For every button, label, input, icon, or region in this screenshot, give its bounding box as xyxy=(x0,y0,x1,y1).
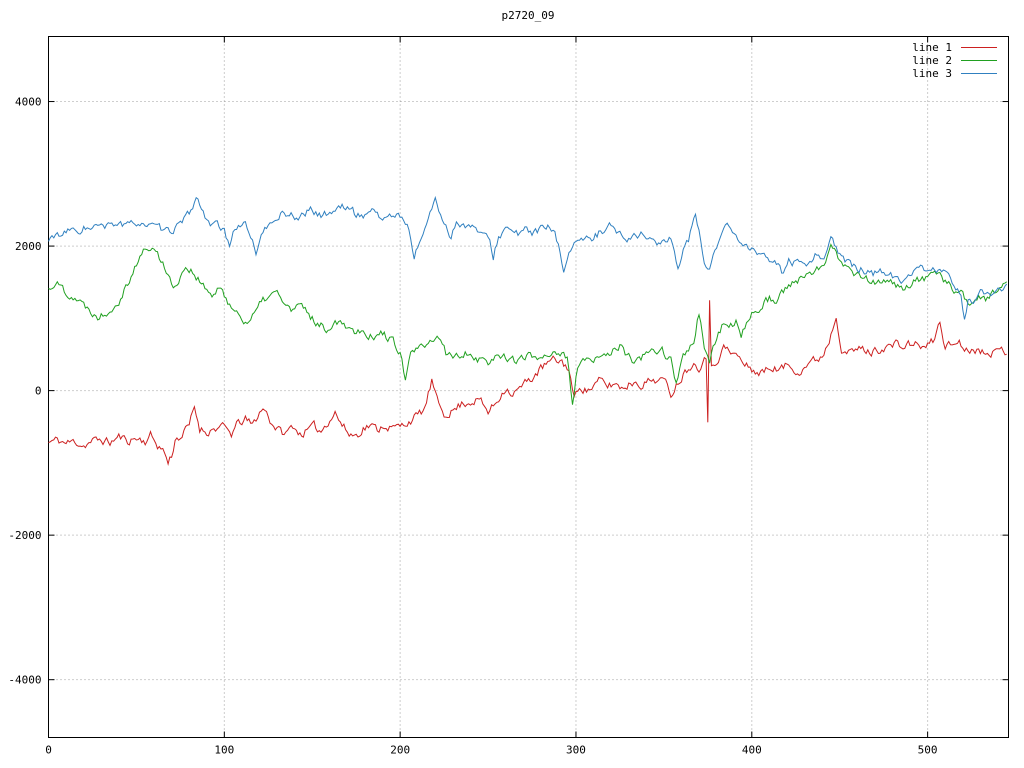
y-tick-label: 0 xyxy=(35,385,42,398)
y-tick-label: 4000 xyxy=(15,96,42,109)
chart-title: p2720_09 xyxy=(501,9,555,22)
legend-label: line 2 xyxy=(912,54,952,67)
legend-item: line 3 xyxy=(912,67,997,80)
x-tick-label: 300 xyxy=(566,744,586,757)
legend-line-sample-0 xyxy=(961,47,997,48)
series-line-2 xyxy=(48,243,1008,405)
y-tick-label: 2000 xyxy=(15,240,42,253)
legend-item: line 2 xyxy=(912,54,997,67)
x-tick-label: 500 xyxy=(918,744,938,757)
series-line-1 xyxy=(48,300,1007,466)
x-tick-label: 400 xyxy=(742,744,762,757)
x-tick-label: 0 xyxy=(45,744,52,757)
x-tick-label: 100 xyxy=(214,744,234,757)
legend-line-sample-2 xyxy=(961,73,997,74)
legend-line-sample-1 xyxy=(961,60,997,61)
series-line-3 xyxy=(48,195,1008,320)
plot-frame xyxy=(48,36,1009,738)
x-tick-label: 200 xyxy=(390,744,410,757)
tick-labels: 0 100 200 300 400 500 -4000 -2000 0 2000 4000 xyxy=(8,96,937,757)
legend-label: line 3 xyxy=(912,67,952,80)
legend-label: line 1 xyxy=(912,41,952,54)
grid xyxy=(48,36,1009,738)
legend: line 1 line 2 line 3 xyxy=(912,41,997,80)
y-tick-label: -4000 xyxy=(8,674,41,687)
legend-item: line 1 xyxy=(912,41,997,54)
y-tick-label: -2000 xyxy=(8,529,41,542)
